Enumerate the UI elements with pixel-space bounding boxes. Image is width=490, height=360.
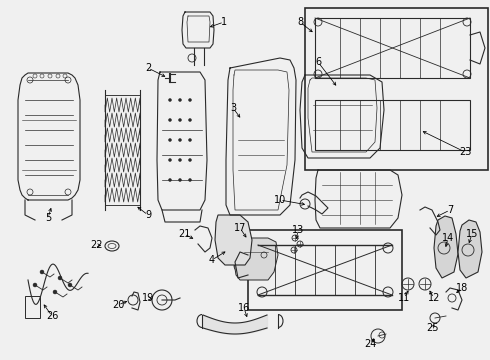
Polygon shape	[215, 215, 252, 265]
Text: 3: 3	[230, 103, 236, 113]
Polygon shape	[234, 238, 278, 280]
Polygon shape	[458, 220, 482, 278]
Circle shape	[178, 139, 181, 141]
Text: 1: 1	[221, 17, 227, 27]
Text: 22: 22	[90, 240, 102, 250]
Text: 24: 24	[364, 339, 376, 349]
Text: 20: 20	[112, 300, 124, 310]
Text: 13: 13	[292, 225, 304, 235]
Text: 9: 9	[145, 210, 151, 220]
Circle shape	[178, 118, 181, 122]
Circle shape	[178, 99, 181, 102]
Circle shape	[178, 158, 181, 162]
Circle shape	[53, 290, 57, 294]
Circle shape	[169, 99, 171, 102]
Text: 26: 26	[46, 311, 58, 321]
Circle shape	[58, 276, 62, 280]
Text: 10: 10	[274, 195, 286, 205]
Bar	[305, 8, 488, 170]
Circle shape	[189, 158, 192, 162]
Bar	[25, 296, 40, 318]
Text: 25: 25	[426, 323, 438, 333]
Circle shape	[68, 283, 72, 287]
Polygon shape	[434, 216, 458, 278]
Text: 23: 23	[459, 147, 471, 157]
Text: 2: 2	[145, 63, 151, 73]
Circle shape	[169, 139, 171, 141]
Circle shape	[189, 99, 192, 102]
Text: 18: 18	[456, 283, 468, 293]
Circle shape	[189, 139, 192, 141]
Text: 14: 14	[442, 233, 454, 243]
Text: 7: 7	[447, 205, 453, 215]
Circle shape	[169, 118, 171, 122]
Text: 19: 19	[142, 293, 154, 303]
Text: 5: 5	[45, 213, 51, 223]
Text: 17: 17	[234, 223, 246, 233]
Text: 8: 8	[297, 17, 303, 27]
Circle shape	[189, 118, 192, 122]
Circle shape	[169, 158, 171, 162]
Circle shape	[40, 270, 44, 274]
Text: 21: 21	[178, 229, 190, 239]
Text: 15: 15	[466, 229, 478, 239]
Text: 16: 16	[238, 303, 250, 313]
Bar	[315, 100, 470, 150]
Circle shape	[178, 179, 181, 181]
Bar	[248, 230, 402, 310]
Circle shape	[189, 179, 192, 181]
Bar	[315, 18, 470, 78]
Circle shape	[33, 283, 37, 287]
Text: 11: 11	[398, 293, 410, 303]
Circle shape	[169, 179, 171, 181]
Text: 4: 4	[209, 255, 215, 265]
Text: 12: 12	[428, 293, 440, 303]
Text: 6: 6	[315, 57, 321, 67]
